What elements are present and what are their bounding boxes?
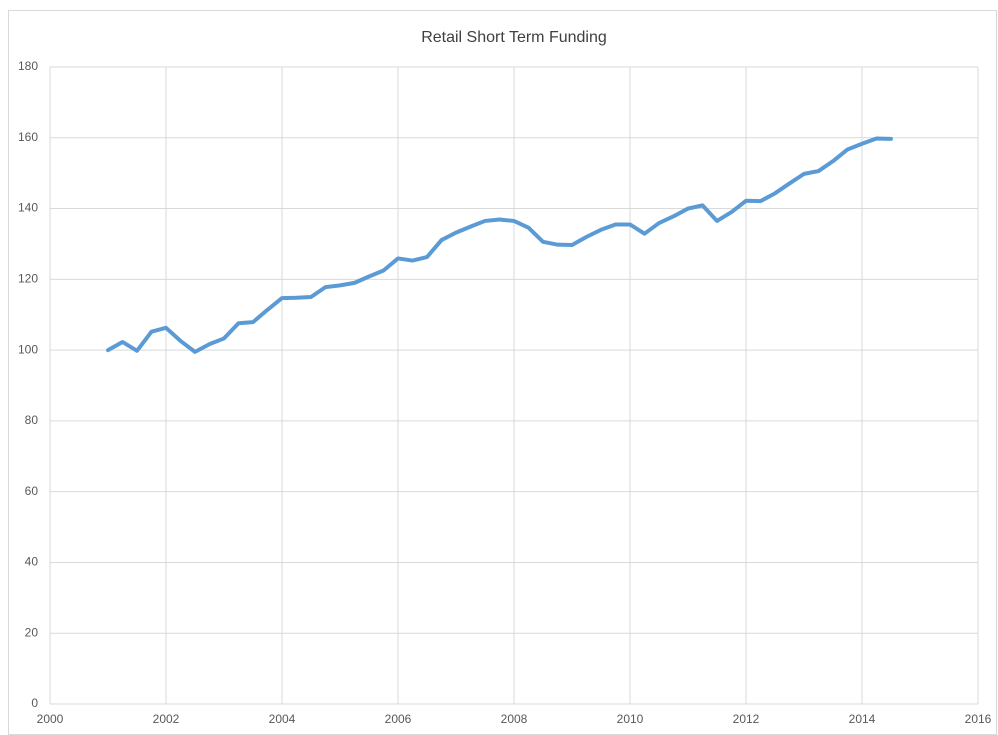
- x-tick-label: 2016: [965, 712, 992, 726]
- y-tick-label: 180: [18, 59, 38, 73]
- x-tick-label: 2004: [269, 712, 296, 726]
- y-tick-label: 100: [18, 342, 38, 356]
- y-tick-label: 60: [25, 484, 39, 498]
- x-tick-label: 2002: [153, 712, 180, 726]
- y-tick-label: 40: [25, 555, 39, 569]
- y-tick-label: 0: [31, 696, 38, 710]
- y-tick-label: 120: [18, 272, 38, 286]
- x-tick-label: 2012: [733, 712, 760, 726]
- y-tick-label: 160: [18, 130, 38, 144]
- x-tick-label: 2006: [385, 712, 412, 726]
- y-tick-label: 20: [25, 625, 39, 639]
- chart-title: Retail Short Term Funding: [421, 29, 607, 46]
- y-tick-label: 140: [18, 201, 38, 215]
- x-tick-label: 2008: [501, 712, 528, 726]
- x-tick-label: 2014: [849, 712, 876, 726]
- data-line: [106, 136, 893, 354]
- chart-frame: [8, 10, 997, 735]
- y-tick-label: 80: [25, 413, 39, 427]
- x-tick-label: 2000: [37, 712, 64, 726]
- x-tick-label: 2010: [617, 712, 644, 726]
